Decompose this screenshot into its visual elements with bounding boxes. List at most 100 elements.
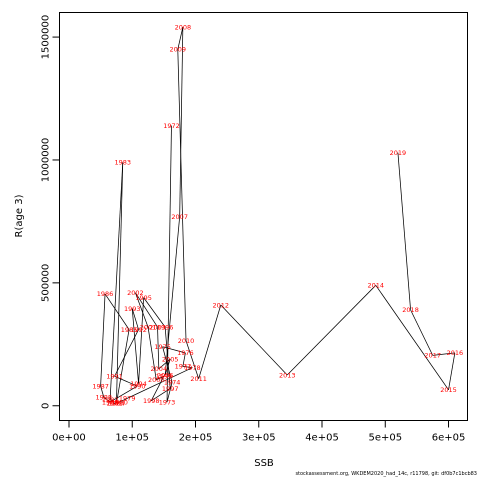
segment-2002-2003 bbox=[135, 292, 158, 328]
point-label-1997: 1997 bbox=[162, 385, 179, 393]
point-label-1995: 1995 bbox=[135, 294, 152, 302]
point-label-1991: 1991 bbox=[106, 373, 123, 381]
segment-1976-1977 bbox=[182, 352, 186, 367]
segment-2009-2010 bbox=[177, 49, 187, 341]
segment-1987-1988 bbox=[100, 385, 105, 398]
point-label-1989: 1989 bbox=[102, 398, 119, 406]
point-label-2000: 2000 bbox=[148, 376, 165, 384]
segment-2011-2012 bbox=[198, 304, 222, 379]
point-label-1976: 1976 bbox=[177, 349, 194, 357]
x-tick-label-3: 3e+05 bbox=[242, 433, 276, 444]
segment-2018-2019 bbox=[397, 152, 411, 310]
point-label-2005: 2005 bbox=[162, 355, 179, 363]
segment-2010-2011 bbox=[185, 340, 200, 379]
x-tick-label-1: 1e+05 bbox=[115, 433, 149, 444]
segment-1980-1981 bbox=[114, 401, 120, 404]
segment-1983-1984 bbox=[116, 162, 124, 404]
segment-2015-2016 bbox=[448, 352, 456, 390]
point-label-1980: 1980 bbox=[111, 398, 128, 406]
segment-1979-1980 bbox=[119, 398, 128, 403]
segment-1977-1978 bbox=[182, 366, 193, 369]
point-label-2009: 2009 bbox=[170, 46, 187, 54]
segment-1973-1974 bbox=[166, 382, 173, 403]
segment-1993-1994 bbox=[131, 308, 139, 384]
point-label-1998: 1998 bbox=[143, 397, 160, 405]
segment-2005-2006 bbox=[164, 358, 171, 376]
x-axis: 0e+00 1e+05 2e+05 3e+05 4e+05 5e+05 6e+05 bbox=[52, 420, 466, 444]
y-tick-label-1: 500000 bbox=[41, 264, 52, 302]
point-label-1977: 1977 bbox=[175, 363, 192, 371]
segment-1998-1999 bbox=[150, 376, 165, 402]
point-label-2017: 2017 bbox=[424, 352, 441, 360]
point-label-2012: 2012 bbox=[213, 301, 230, 309]
segment-1982-1983 bbox=[109, 162, 124, 400]
point-label-2018: 2018 bbox=[402, 306, 419, 314]
point-label-2001: 2001 bbox=[140, 323, 157, 331]
point-label-1999: 1999 bbox=[156, 373, 173, 381]
series-line bbox=[100, 27, 456, 404]
point-label-1981: 1981 bbox=[106, 400, 123, 408]
segment-2007-2008 bbox=[179, 27, 184, 217]
segment-1981-1982 bbox=[109, 399, 115, 404]
point-label-1990: 1990 bbox=[129, 382, 146, 390]
point-label-1984: 1984 bbox=[108, 400, 125, 408]
point-label-1992: 1992 bbox=[130, 326, 147, 334]
point-label-2007: 2007 bbox=[171, 213, 188, 221]
point-label-1988: 1988 bbox=[96, 393, 113, 401]
segment-2012-2013 bbox=[220, 304, 288, 376]
point-label-1983: 1983 bbox=[114, 159, 131, 167]
segment-2003-2004 bbox=[157, 327, 160, 369]
point-label-2019: 2019 bbox=[390, 149, 407, 157]
y-tick-label-0: 0 bbox=[41, 403, 52, 409]
point-label-1987: 1987 bbox=[92, 382, 109, 390]
x-axis-title: SSB bbox=[254, 458, 274, 469]
segment-1986-1987 bbox=[100, 293, 106, 387]
segment-1995-1996 bbox=[143, 297, 166, 328]
point-label-2008: 2008 bbox=[175, 24, 192, 32]
segment-2008-2009 bbox=[177, 27, 184, 50]
segment-1997-1998 bbox=[151, 388, 171, 402]
segment-2004-2005 bbox=[158, 358, 171, 370]
point-label-1994: 1994 bbox=[130, 380, 147, 388]
point-label-2010: 2010 bbox=[178, 337, 195, 345]
point-label-2014: 2014 bbox=[368, 282, 385, 290]
segment-1992-1993 bbox=[131, 308, 139, 330]
x-tick-label-0: 0e+00 bbox=[52, 433, 86, 444]
point-label-1978: 1978 bbox=[184, 364, 201, 372]
point-label-1979: 1979 bbox=[119, 395, 136, 403]
x-tick-label-6: 6e+05 bbox=[432, 433, 466, 444]
y-tick-label-2: 1000000 bbox=[41, 138, 52, 183]
segment-1988-1989 bbox=[103, 396, 111, 403]
point-label-1982: 1982 bbox=[102, 396, 119, 404]
point-label-2013: 2013 bbox=[279, 371, 296, 379]
point-label-2011: 2011 bbox=[190, 375, 207, 383]
point-label-1972: 1972 bbox=[163, 122, 180, 130]
point-label-2003: 2003 bbox=[149, 323, 166, 331]
segment-1999-2000 bbox=[156, 375, 165, 381]
segment-1996-1997 bbox=[164, 327, 171, 389]
point-label-1993: 1993 bbox=[124, 305, 141, 313]
point-label-2006: 2006 bbox=[157, 371, 174, 379]
point-label-1986: 1986 bbox=[97, 290, 114, 298]
footer-note: stockassessment.org, WKDEM2020_had_14c, … bbox=[295, 471, 477, 477]
segment-2017-2018 bbox=[410, 309, 434, 356]
segment-2000-2001 bbox=[147, 327, 157, 381]
segment-1989-1990 bbox=[109, 385, 138, 403]
point-label-2015: 2015 bbox=[440, 386, 457, 394]
segment-1984-1985 bbox=[116, 329, 130, 404]
x-tick-label-2: 2e+05 bbox=[179, 433, 213, 444]
segment-1975-1976 bbox=[162, 346, 186, 354]
point-label-1975: 1975 bbox=[154, 343, 171, 351]
point-label-2004: 2004 bbox=[151, 365, 168, 373]
segment-1990-1991 bbox=[114, 375, 138, 387]
segment-1978-1979 bbox=[127, 367, 193, 399]
segment-2006-2007 bbox=[164, 216, 181, 376]
segment-2014-2015 bbox=[375, 285, 449, 390]
point-label-1974: 1974 bbox=[164, 379, 181, 387]
x-tick-label-5: 5e+05 bbox=[368, 433, 402, 444]
y-axis-title: R(age 3) bbox=[14, 194, 25, 237]
plot-frame bbox=[59, 12, 468, 421]
point-label-1996: 1996 bbox=[157, 323, 174, 331]
